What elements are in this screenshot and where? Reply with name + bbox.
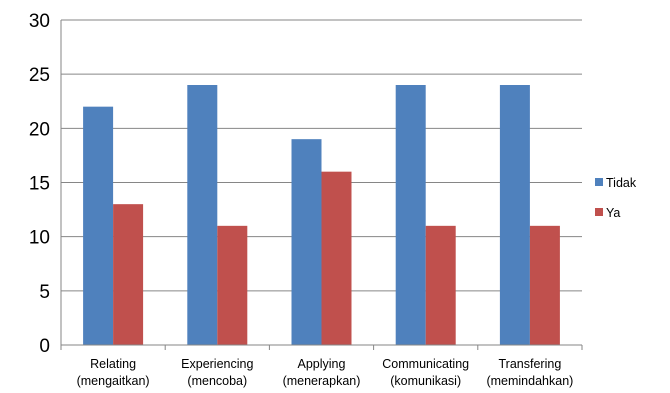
y-tick-label: 20 — [29, 119, 50, 140]
y-tick-label: 25 — [29, 65, 50, 86]
legend: Tidak Ya — [595, 176, 637, 220]
bar-tidak-3 — [395, 85, 426, 345]
axes — [60, 20, 583, 350]
x-tick-label: Transfering (memindahkan) — [486, 357, 573, 388]
legend-label-ya: Ya — [606, 206, 620, 220]
y-tick-label: 0 — [39, 336, 50, 357]
legend-swatch-tidak — [595, 178, 603, 186]
bar-tidak-2 — [291, 139, 322, 345]
x-axis-ticks: Relating (mengaitkan) Experiencing (mencoba… — [77, 357, 574, 388]
x-tick-label: Experiencing (mencoba) — [181, 357, 253, 388]
bar-ya-2 — [321, 171, 352, 345]
y-tick-label: 15 — [29, 174, 50, 195]
legend-label-tidak: Tidak — [606, 176, 637, 190]
bar-ya-0 — [113, 204, 144, 345]
bars — [83, 85, 560, 346]
y-tick-label: 5 — [39, 282, 50, 303]
x-tick-label: Applying (menerapkan) — [283, 357, 361, 388]
bar-tidak-0 — [83, 106, 114, 346]
bar-tidak-1 — [187, 85, 218, 345]
bar-ya-3 — [425, 225, 456, 345]
y-tick-label: 10 — [29, 228, 50, 249]
x-tick-label: Relating (mengaitkan) — [77, 357, 150, 388]
bar-ya-1 — [217, 225, 248, 345]
legend-swatch-ya — [595, 208, 603, 216]
y-axis-ticks: 0 5 10 15 20 25 30 — [29, 11, 50, 357]
bar-tidak-4 — [499, 85, 530, 345]
x-tick-label: Communicating (komunikasi) — [382, 357, 469, 388]
y-tick-label: 30 — [29, 11, 50, 32]
bar-ya-4 — [529, 225, 560, 345]
